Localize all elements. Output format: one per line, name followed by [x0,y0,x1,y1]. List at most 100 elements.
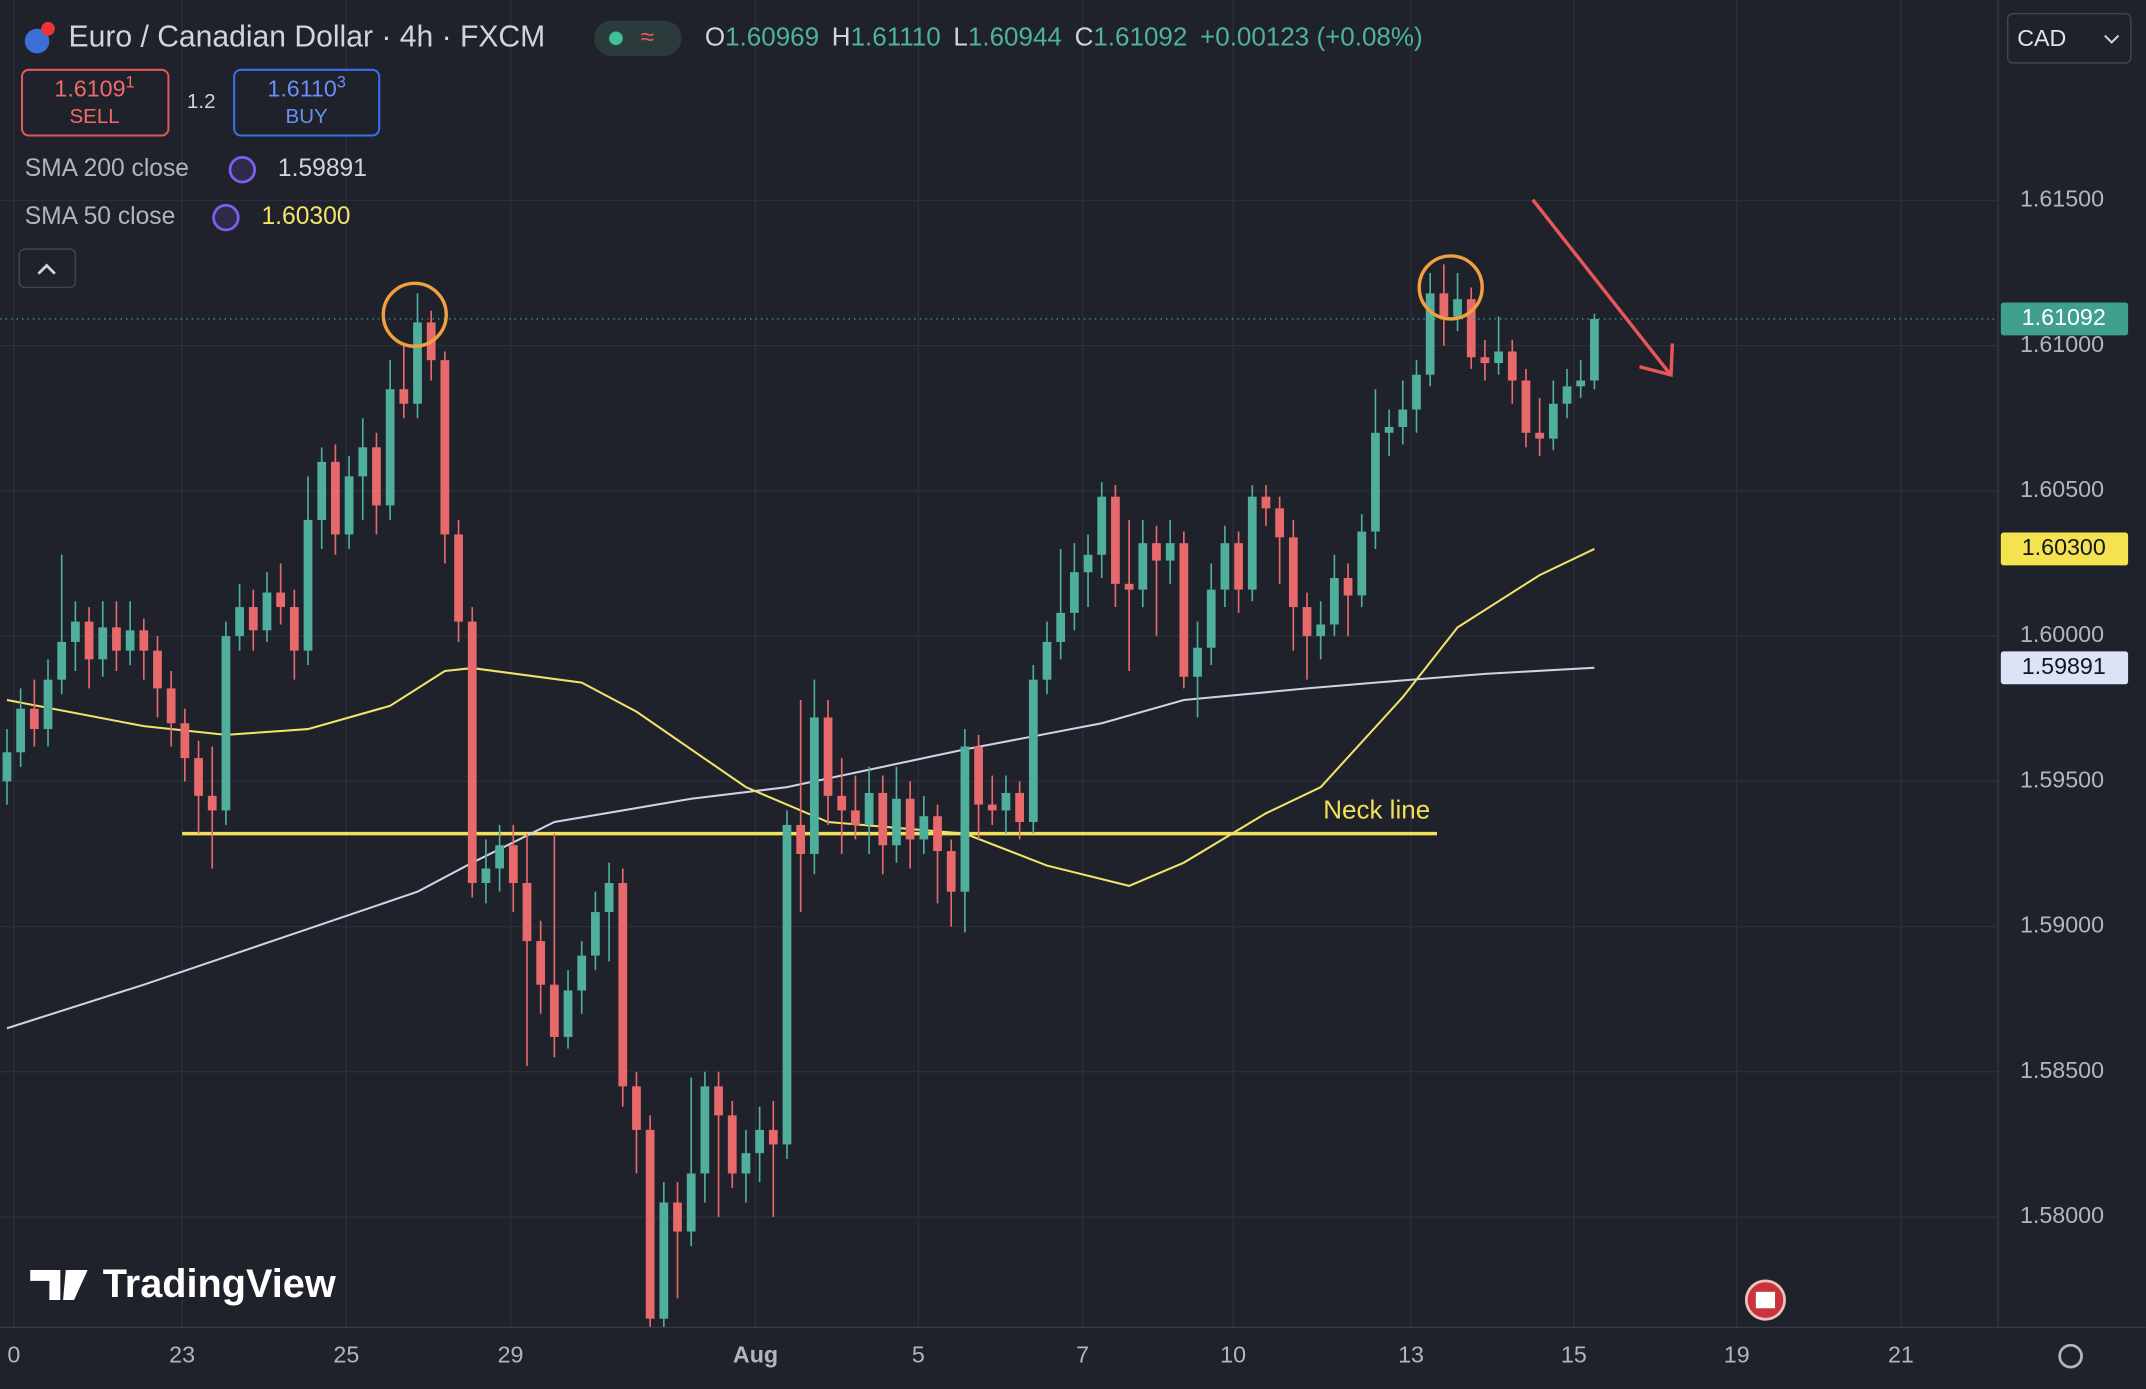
candle-body [1179,543,1189,677]
candle-body [194,758,203,796]
sell-label: SELL [69,105,119,128]
candle-body [57,641,67,680]
logo: TradingView [103,1262,336,1306]
legend-value: 1.60300 [261,203,350,230]
candle-body [153,650,162,689]
candle-body [1439,293,1449,317]
caret [2104,34,2120,44]
currency: CAD [2017,25,2066,51]
candle-body [1111,496,1120,584]
candle-body [604,883,614,913]
symbol-icon [41,21,55,36]
candle-body [987,804,997,811]
candle-body [1165,543,1175,561]
candle-body [1521,380,1531,433]
candle-body [399,389,409,404]
candle-body [1425,293,1435,375]
candle-body [933,816,942,852]
candle-body [837,795,847,811]
sell-button[interactable] [20,68,170,137]
x-tick-label: 15 [1561,1341,1587,1367]
x-tick-label: 23 [169,1341,195,1367]
sma-label-box [2000,651,2129,685]
x-tick-label: 13 [1398,1341,1424,1367]
candle-body [112,627,121,651]
candle-body [180,723,190,759]
symbol: Euro / Canadian Dollar · 4h · FXCM [69,20,546,53]
y-tick-label: 1.58500 [2020,1057,2104,1083]
status-dot [609,31,623,46]
candle-body [372,447,381,506]
settings-icon[interactable] [2058,1343,2083,1369]
candle-body [1124,583,1134,590]
candle-body [1329,578,1339,625]
candle-body [809,717,819,854]
candle-body [1028,679,1038,823]
collapse-button[interactable] [18,248,77,289]
candle-body [782,824,792,1145]
candle-body [385,389,395,506]
candle-body [1371,432,1380,532]
candle-body [673,1202,682,1232]
candle-body [727,1115,737,1174]
candle-body [317,461,327,520]
candle-body [467,621,477,884]
candle-body [1069,572,1079,613]
candle-body [1083,554,1093,573]
candle-body [262,592,272,631]
buy-label: BUY [286,105,328,128]
candle-body [659,1202,669,1319]
currency-select[interactable] [2006,13,2132,64]
candle-body [1247,496,1257,590]
ohlc: O1.60969 H1.61110 L1.60944 C1.61092 +0.0… [705,21,1423,51]
x-tick-label: Aug [733,1341,778,1367]
candle-body [1548,403,1558,439]
candle-body [1384,426,1394,433]
candle-body [1138,543,1148,590]
y-tick-label: 1.60000 [2020,621,2104,647]
candle-body [577,955,587,991]
candle-body [1206,589,1216,648]
candle-body [331,461,340,535]
candle-body [139,630,149,651]
symbol-icon [24,28,50,54]
x-tick-label: 19 [1724,1341,1750,1367]
x-tick-label: 21 [1888,1341,1914,1367]
status-pill [594,20,682,57]
candle-body [440,360,450,535]
candle-body [755,1129,764,1154]
x-tick-label: 7 [1076,1341,1089,1367]
y-tick-label: 1.60500 [2020,476,2104,502]
candle-body [1480,357,1490,364]
legend-icon [228,156,257,184]
x-tick-label: 25 [333,1341,359,1367]
candle-body [98,627,108,660]
candle-body [1234,543,1243,590]
candle-body [1590,318,1599,381]
candle-body [166,688,176,724]
candle-body [1398,409,1408,427]
buy-button[interactable] [233,68,381,137]
candle-body [1193,647,1202,677]
candle-body [1042,641,1052,680]
candle-body [878,792,888,846]
top-circle [381,281,448,348]
candle-body [125,630,135,651]
candle-body [700,1086,710,1174]
candle-body [563,990,573,1037]
candle-body [16,708,26,753]
sell-price: 1.61091 [54,74,134,102]
candle-body [632,1086,641,1130]
candle-body [43,679,53,730]
spread: 1.2 [187,90,216,113]
sma-label: 1.59891 [2022,653,2106,679]
candle-body [1466,299,1476,358]
candle-body [1220,543,1230,590]
legend-icon [212,203,240,232]
candle-body [413,322,422,404]
candle-body [974,746,983,805]
candle-body [481,868,491,884]
candle-body [549,984,559,1037]
down-arrow [1531,198,1675,378]
